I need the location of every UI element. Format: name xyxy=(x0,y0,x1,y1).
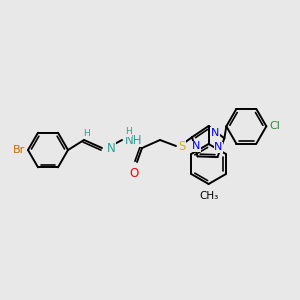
Text: CH₃: CH₃ xyxy=(199,191,218,201)
Text: N: N xyxy=(107,142,116,154)
Text: H: H xyxy=(82,130,89,139)
Text: N: N xyxy=(214,142,223,152)
Text: Cl: Cl xyxy=(269,121,280,131)
Text: S: S xyxy=(178,140,185,152)
Text: N: N xyxy=(192,141,201,152)
Text: H: H xyxy=(125,128,132,136)
Text: N: N xyxy=(211,128,219,138)
Text: Br: Br xyxy=(13,145,25,155)
Text: O: O xyxy=(129,167,139,180)
Text: NH: NH xyxy=(125,134,142,146)
Text: S: S xyxy=(178,140,185,152)
